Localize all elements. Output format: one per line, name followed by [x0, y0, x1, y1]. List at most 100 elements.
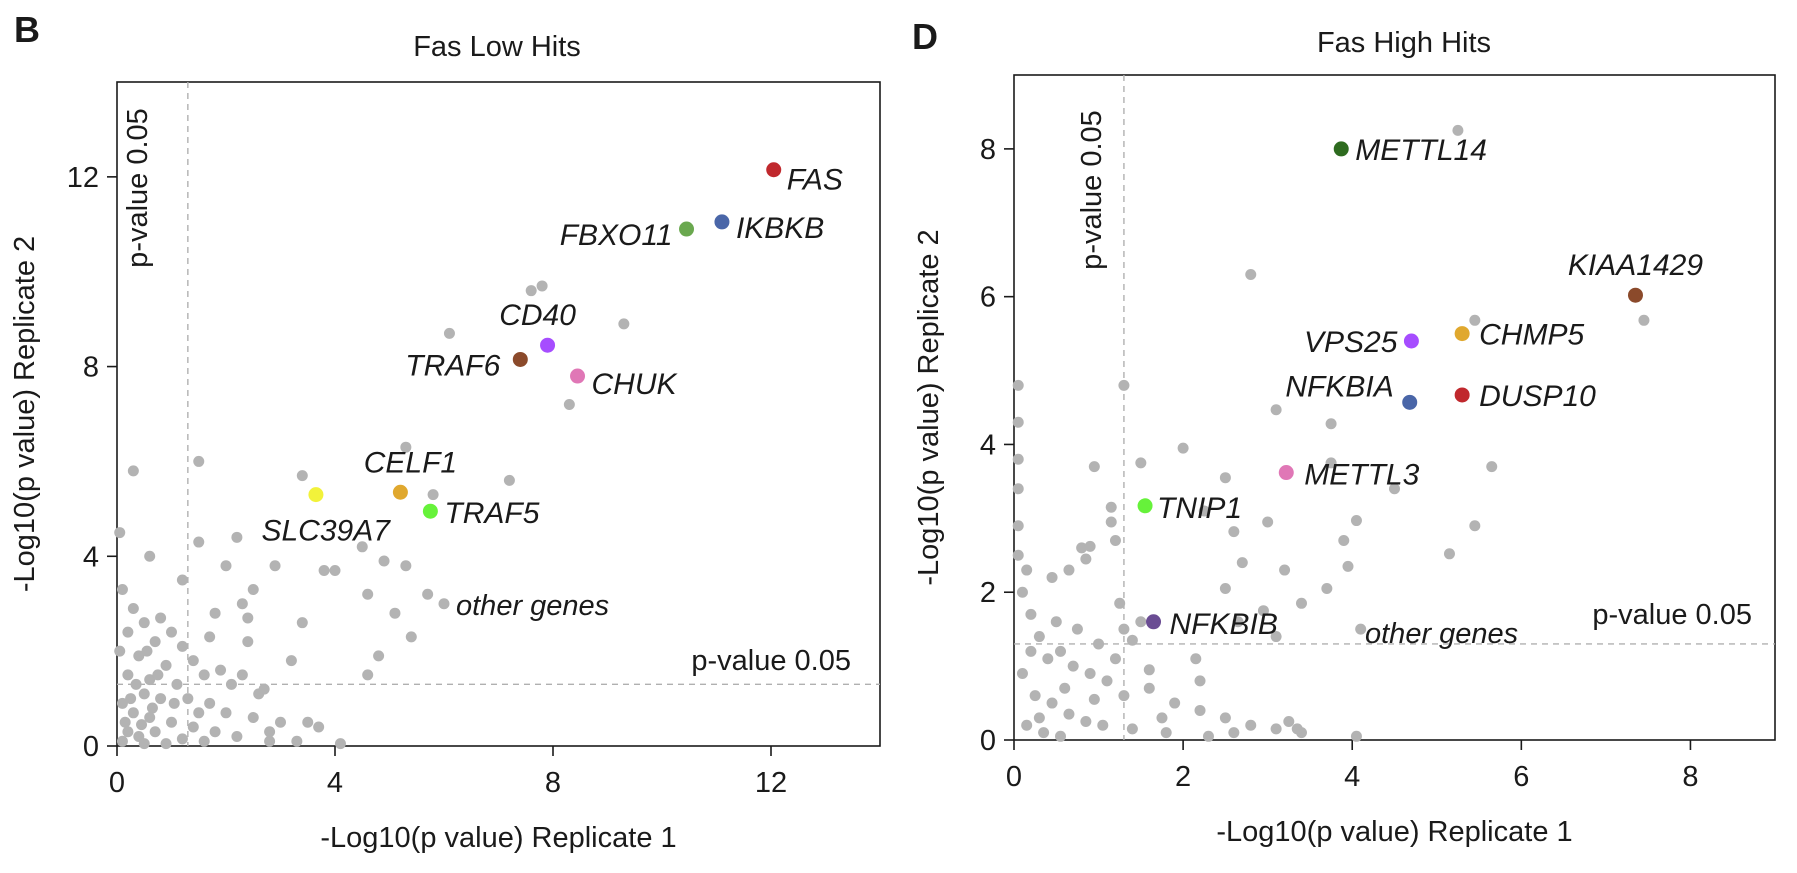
- panel-b-other-gene-point: [141, 645, 153, 657]
- panel-b-other-gene-point: [220, 707, 232, 719]
- panel-b-gene-point-fas: [766, 162, 782, 178]
- panel-b-gene-point-cd40: [540, 337, 556, 353]
- panel-b-other-gene-point: [193, 455, 205, 467]
- panel-b-other-gene-point: [144, 712, 156, 724]
- panel-d-x-tick-label: 8: [1682, 761, 1698, 793]
- panel-d-other-gene-point: [1055, 730, 1067, 742]
- panel-d-gene-point-mettl3: [1278, 465, 1294, 481]
- panel-b-other-gene-point: [503, 474, 515, 486]
- panel-d-other-gene-point: [1350, 730, 1362, 742]
- panel-d-other-gene-point: [1325, 457, 1337, 469]
- panel-b-other-gene-point: [193, 536, 205, 548]
- panel-b-gene-label-cd40: CD40: [499, 299, 576, 332]
- panel-b-other-gene-point: [166, 716, 177, 728]
- panel-b-other-gene-point: [116, 735, 128, 747]
- panel-letter-b: B: [14, 9, 40, 50]
- panel-d-other-gene-point: [1169, 697, 1181, 709]
- panel-d-other-gene-point: [1021, 564, 1033, 576]
- panel-d-other-gene-point: [1283, 716, 1295, 728]
- panel-d-gene-point-tnip1: [1137, 498, 1153, 514]
- panel-d-other-gene-point: [1270, 723, 1282, 735]
- panel-d-other-gene-point: [1109, 653, 1121, 665]
- panel-b-other-gene-point: [127, 602, 139, 614]
- panel-d-other-gene-point: [1109, 535, 1121, 546]
- panel-b-other-gene-point: [264, 735, 276, 747]
- panel-b-other-gene-point: [275, 716, 286, 728]
- panel-b-other-gene-point: [160, 659, 172, 671]
- panel-b-y-tick-label: 8: [83, 352, 99, 384]
- panel-b-other-gene-point: [155, 612, 167, 624]
- panel-d-gene-point-nfkbia: [1402, 394, 1418, 410]
- panel-b-other-gene-point: [296, 617, 308, 629]
- panel-b-x-tick-label: 8: [545, 767, 561, 799]
- panel-b-other-gene-point: [166, 626, 177, 638]
- panel-b-other-gene-point: [176, 574, 188, 586]
- panel-b-other-gene-point: [362, 669, 374, 681]
- panel-d-other-gene-point: [1021, 719, 1033, 731]
- panel-b-other-gene-point: [168, 697, 180, 709]
- panel-b-other-gene-point: [171, 678, 183, 690]
- panel-b-other-gene-point: [209, 726, 221, 738]
- panel-b-other-gene-point: [209, 607, 221, 619]
- panel-d-other-gene-point: [1219, 712, 1231, 724]
- panel-d-gene-label-mettl14: METTL14: [1355, 134, 1487, 167]
- panel-d-other-gene-point: [1016, 586, 1028, 598]
- panel-d-other-gene-point: [1389, 483, 1400, 495]
- panel-d-other-genes-label: other genes: [1365, 618, 1518, 650]
- panel-d-other-gene-point: [1291, 723, 1303, 735]
- panel-d-other-gene-point: [1016, 668, 1028, 679]
- panel-b-other-gene-point: [236, 598, 248, 610]
- panel-d-other-gene-point: [1080, 716, 1092, 728]
- panel-b-gene-label-slc39a7: SLC39A7: [261, 515, 391, 548]
- panel-d-other-gene-point: [1084, 540, 1096, 552]
- panel-d-gene-label-mettl3: METTL3: [1304, 459, 1419, 492]
- panel-d-gene-point-vps25: [1403, 333, 1419, 349]
- panel-b-y-axis-label: -Log10(p value) Replicate 2: [9, 236, 41, 592]
- panel-d-plot-frame: [1013, 74, 1776, 741]
- panel-b-threshold-horizontal-label: p-value 0.05: [691, 645, 851, 677]
- panel-d-other-gene-point: [1257, 605, 1269, 617]
- panel-letter-d: D: [912, 16, 938, 57]
- panel-d-other-gene-point: [1088, 693, 1100, 705]
- panel-b-other-gene-point: [242, 612, 254, 624]
- panel-b-other-gene-point: [114, 527, 126, 539]
- panel-b-x-tick-label: 0: [109, 767, 125, 799]
- panel-d-other-gene-point: [1126, 634, 1138, 646]
- panel-b-other-gene-point: [138, 617, 150, 629]
- panel-b-other-gene-point: [285, 655, 297, 667]
- panel-b-other-gene-point: [155, 693, 167, 705]
- panel-b-other-gene-point: [400, 441, 412, 453]
- panel-d-other-gene-point: [1190, 653, 1202, 665]
- panel-d-y-tick-label: 4: [980, 429, 996, 461]
- panel-d-other-gene-point: [1025, 608, 1037, 620]
- panel-d-y-tick-label: 8: [980, 134, 996, 166]
- panel-b-other-gene-point: [247, 583, 259, 595]
- panel-d-x-tick-label: 2: [1175, 761, 1191, 793]
- panel-b-other-gene-point: [138, 738, 150, 750]
- panel-d-other-gene-point: [1059, 682, 1071, 694]
- panel-d-other-gene-point: [1042, 653, 1054, 665]
- panel-d-other-gene-point: [1093, 638, 1105, 650]
- panel-d-other-gene-point: [1245, 269, 1257, 280]
- panel-d-other-gene-point: [1295, 597, 1307, 609]
- panel-b-other-gene-point: [536, 280, 548, 292]
- panel-b-other-gene-point: [563, 399, 575, 411]
- panel-d-other-gene-point: [1198, 505, 1210, 517]
- panel-d-y-tick-label: 2: [980, 577, 996, 609]
- panel-b-other-gene-point: [130, 678, 142, 690]
- panel-b-other-gene-point: [198, 735, 210, 747]
- panel-b-other-gene-point: [176, 640, 188, 652]
- panel-b-other-gene-point: [122, 626, 134, 638]
- panel-b-other-gene-point: [136, 719, 148, 731]
- panel-d-other-gene-point: [1219, 583, 1231, 595]
- panel-d-other-gene-point: [1046, 697, 1058, 709]
- panel-d-other-gene-point: [1046, 571, 1058, 583]
- panel-b-other-gene-point: [193, 707, 205, 719]
- panel-d-other-gene-point: [1452, 124, 1464, 136]
- panel-d-other-gene-point: [1101, 675, 1113, 687]
- panel-d-other-gene-point: [1012, 379, 1024, 391]
- panel-d-other-gene-point: [1012, 483, 1024, 495]
- panel-b-other-gene-point: [438, 598, 450, 610]
- panel-b-other-gene-point: [231, 531, 243, 543]
- panel-b-gene-label-fas: FAS: [787, 164, 843, 197]
